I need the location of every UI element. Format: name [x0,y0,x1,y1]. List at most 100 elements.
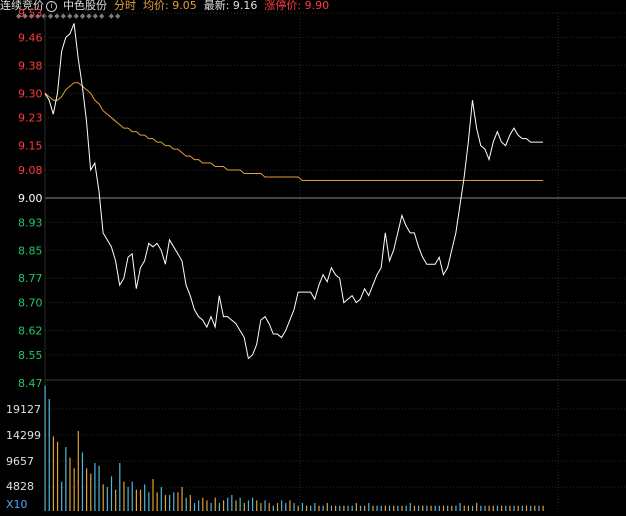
price-tick-label: 8.70 [18,297,43,310]
volume-bar [206,500,208,511]
volume-bar [268,503,270,511]
price-tick-label: 8.85 [18,244,43,257]
volume-bar [272,505,274,511]
volume-bar [119,463,121,511]
volume-bar [376,505,378,511]
volume-bar [351,505,353,511]
volume-tick-label: 4828 [6,480,34,493]
volume-bar [164,495,167,511]
volume-bar [476,503,478,511]
price-tick-label: 8.62 [18,325,43,338]
volume-bar [393,505,395,511]
quote-header: 连续竞价 i 中色股份 分时 均价: 9.05 最新: 9.16 涨停价: 9.90 [0,0,626,12]
volume-bar [252,497,254,511]
volume-bar [442,505,445,511]
volume-bar [492,505,494,511]
volume-bar [156,492,158,511]
volume-bar [65,447,67,511]
volume-tick-label: 9657 [6,455,34,468]
volume-bar [193,503,196,511]
volume-bar [538,505,540,511]
limit-up-price-label: 涨停价: 9.90 [264,0,330,12]
volume-bar [413,505,416,511]
chart-mode-label[interactable]: 分时 [114,0,136,12]
volume-bar [106,487,108,511]
price-tick-label: 9.15 [18,140,43,153]
volume-tick-label: 8.47 [18,377,43,390]
volume-bar [430,505,432,511]
price-tick-label: 9.38 [18,59,43,72]
volume-bar [422,505,424,511]
volume-bar [355,503,357,511]
volume-bar [501,505,503,511]
volume-bar [368,503,370,511]
volume-bar [102,484,104,511]
volume-bar [293,503,295,511]
volume-bar [44,385,46,511]
volume-bar [305,505,308,511]
volume-bar [467,505,469,511]
volume-bar [343,505,345,511]
volume-bar [152,479,154,511]
volume-bar [127,487,129,511]
volume-bar [61,481,63,511]
volume-bar [48,399,50,511]
volume-bar [148,492,150,511]
volume-bar [94,463,96,511]
volume-bar [214,497,216,511]
volume-bar [202,497,204,511]
volume-bar [388,505,391,511]
volume-bar [409,503,411,511]
volume-bar [222,500,225,511]
average-price-line [44,82,543,182]
price-line [44,23,543,360]
volume-bar [447,505,449,511]
price-tick-label: 8.77 [18,272,43,285]
volume-bar [139,489,142,511]
volume-tick-label: X10 [6,498,28,511]
volume-bar [426,505,428,511]
volume-bar [73,468,75,511]
price-tick-label: 9.53 [18,7,43,20]
volume-bar [173,492,175,511]
info-circle-icon[interactable]: i [46,1,57,12]
volume-bar [189,495,191,511]
volume-bar [256,500,258,511]
volume-tick-label: 19127 [6,403,41,416]
volume-bar [372,505,374,511]
volume-bar [177,492,179,511]
volume-bar [471,505,474,511]
volume-bar [455,505,457,511]
volume-bar [335,505,337,511]
volume-bar [480,505,482,511]
volume-bar [56,441,59,511]
price-tick-label: 9.46 [18,31,43,44]
price-tick-label: 9.30 [18,87,43,100]
volume-bar [52,436,54,511]
volume-bar [509,505,511,511]
price-tick-label: 9.00 [18,192,43,205]
price-tick-label: 9.23 [18,112,43,125]
volume-bar [484,505,486,511]
volume-bar [90,473,92,511]
volume-bar [530,505,532,511]
volume-bar [185,497,187,511]
volume-bar [364,505,366,511]
volume-bar [347,505,349,511]
volume-bar [297,505,299,511]
volume-bar [227,497,229,511]
volume-bar [135,489,137,511]
volume-bar [243,503,245,511]
volume-bar [98,465,100,511]
volume-bar [247,500,250,511]
volume-bar [131,481,133,511]
volume-bar [359,505,362,511]
volume-bar [496,505,499,511]
price-axis: 9.53 9.46 9.38 9.30 9.23 9.15 9.08 9.00 8.93 8.85… [18,7,43,362]
stock-name: 中色股份 [63,0,107,12]
chart-grid [44,12,626,511]
auction-status-label: 连续竞价 [0,0,44,12]
volume-bar [517,505,519,511]
volume-bar [77,431,79,511]
